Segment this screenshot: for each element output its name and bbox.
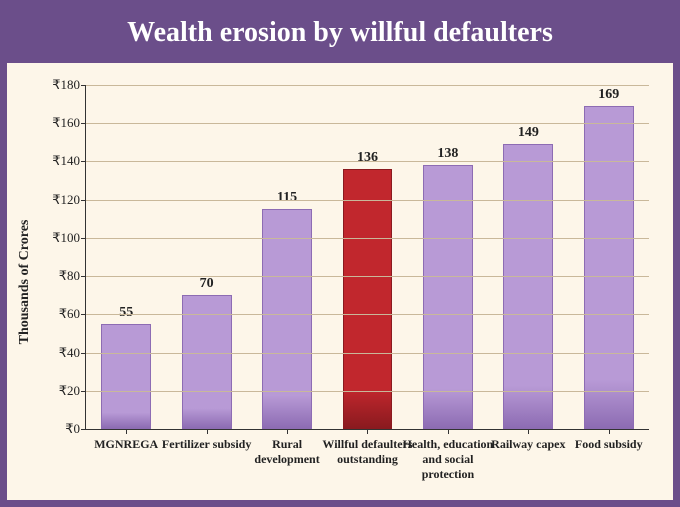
bar-value-label: 169 bbox=[598, 87, 619, 107]
bar: 138 bbox=[423, 165, 473, 429]
ytick-label: ₹180 bbox=[52, 77, 86, 93]
gridline bbox=[86, 161, 649, 162]
bar-value-label: 149 bbox=[518, 125, 539, 145]
bar-slot: 138Health, education and social protecti… bbox=[408, 85, 488, 429]
gridline bbox=[86, 85, 649, 86]
ytick-label: ₹160 bbox=[52, 115, 86, 131]
bar-slot: 136Willful defaulters outstanding bbox=[327, 85, 407, 429]
bar-value-label: 70 bbox=[200, 276, 214, 296]
y-axis-label: Thousands of Crores bbox=[17, 219, 33, 344]
bar-slot: 55MGNREGA bbox=[86, 85, 166, 429]
bar-slot: 115Rural development bbox=[247, 85, 327, 429]
gridline bbox=[86, 353, 649, 354]
bar: 169 bbox=[584, 106, 634, 429]
ytick-label: ₹120 bbox=[52, 192, 86, 208]
ytick-label: ₹80 bbox=[59, 268, 86, 284]
chart-title: Wealth erosion by willful defaulters bbox=[7, 7, 673, 63]
gridline bbox=[86, 391, 649, 392]
category-label: Food subsidy bbox=[561, 429, 658, 452]
ytick-label: ₹40 bbox=[59, 345, 86, 361]
gridline bbox=[86, 200, 649, 201]
bar: 115 bbox=[262, 209, 312, 429]
gridline bbox=[86, 276, 649, 277]
bars-container: 55MGNREGA70Fertilizer subsidy115Rural de… bbox=[86, 85, 649, 429]
gridline bbox=[86, 123, 649, 124]
bar-slot: 149Railway capex bbox=[488, 85, 568, 429]
gridline bbox=[86, 314, 649, 315]
ytick-label: ₹140 bbox=[52, 153, 86, 169]
bar-slot: 70Fertilizer subsidy bbox=[166, 85, 246, 429]
ytick-label: ₹100 bbox=[52, 230, 86, 246]
chart-inner: Wealth erosion by willful defaulters Tho… bbox=[7, 7, 673, 500]
bar-value-label: 138 bbox=[437, 146, 458, 166]
ytick-label: ₹60 bbox=[59, 306, 86, 322]
bar-value-label: 136 bbox=[357, 150, 378, 170]
chart-area: Thousands of Crores 55MGNREGA70Fertilize… bbox=[7, 63, 673, 500]
plot-region: 55MGNREGA70Fertilizer subsidy115Rural de… bbox=[85, 85, 649, 430]
chart-frame: Wealth erosion by willful defaulters Tho… bbox=[0, 0, 680, 507]
bar: 55 bbox=[101, 324, 151, 429]
gridline bbox=[86, 238, 649, 239]
bar: 149 bbox=[503, 144, 553, 429]
ytick-label: ₹0 bbox=[65, 421, 86, 437]
bar-slot: 169Food subsidy bbox=[569, 85, 649, 429]
ytick-label: ₹20 bbox=[59, 383, 86, 399]
